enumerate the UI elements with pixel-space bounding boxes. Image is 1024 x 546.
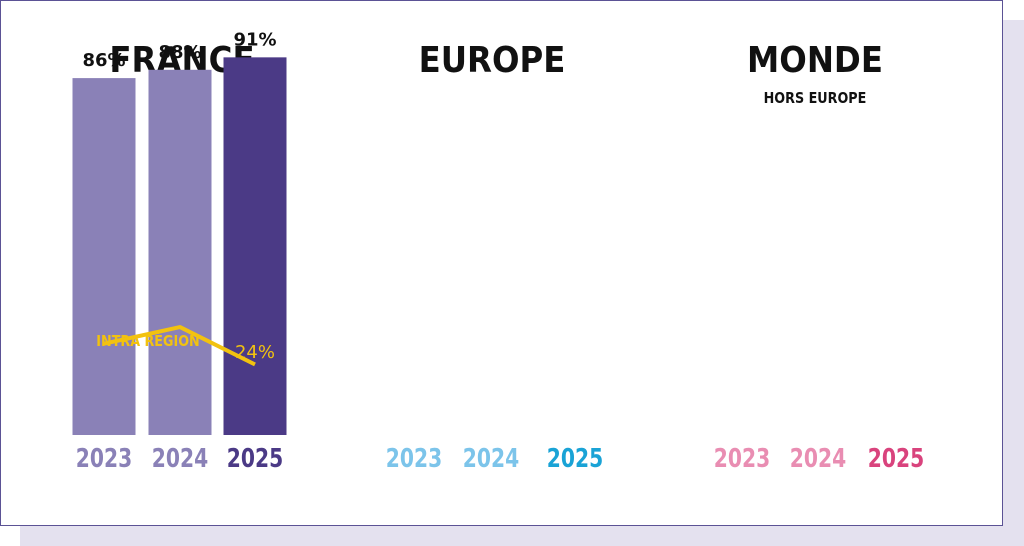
panel-title-europe: EUROPE: [418, 40, 566, 81]
year-label-2023: 2023: [76, 444, 132, 474]
year-label-2024: 2024: [463, 444, 519, 474]
year-label-2023: 2023: [386, 444, 442, 474]
panel-subtitle-monde: HORS EUROPE: [763, 89, 867, 107]
bar-2025: [223, 57, 287, 435]
bar-value-label: 88%: [158, 42, 201, 63]
intra-region-line: [103, 325, 256, 367]
year-label-2023: 2023: [714, 444, 770, 474]
bar-value-label: 86%: [82, 50, 125, 71]
year-label-2024: 2024: [152, 444, 208, 474]
bar-2023: [72, 78, 136, 435]
year-label-2025: 2025: [227, 444, 283, 474]
bar-2024: [148, 69, 212, 436]
bar-value-label: 91%: [233, 29, 276, 50]
intra-region-value-label: 24%: [235, 342, 275, 363]
intra-region-label: INTRA RÉGION: [96, 331, 199, 350]
year-label-2025: 2025: [547, 444, 603, 474]
panel-title-monde: MONDE: [747, 40, 883, 81]
year-label-2025: 2025: [868, 444, 924, 474]
year-label-2024: 2024: [790, 444, 846, 474]
